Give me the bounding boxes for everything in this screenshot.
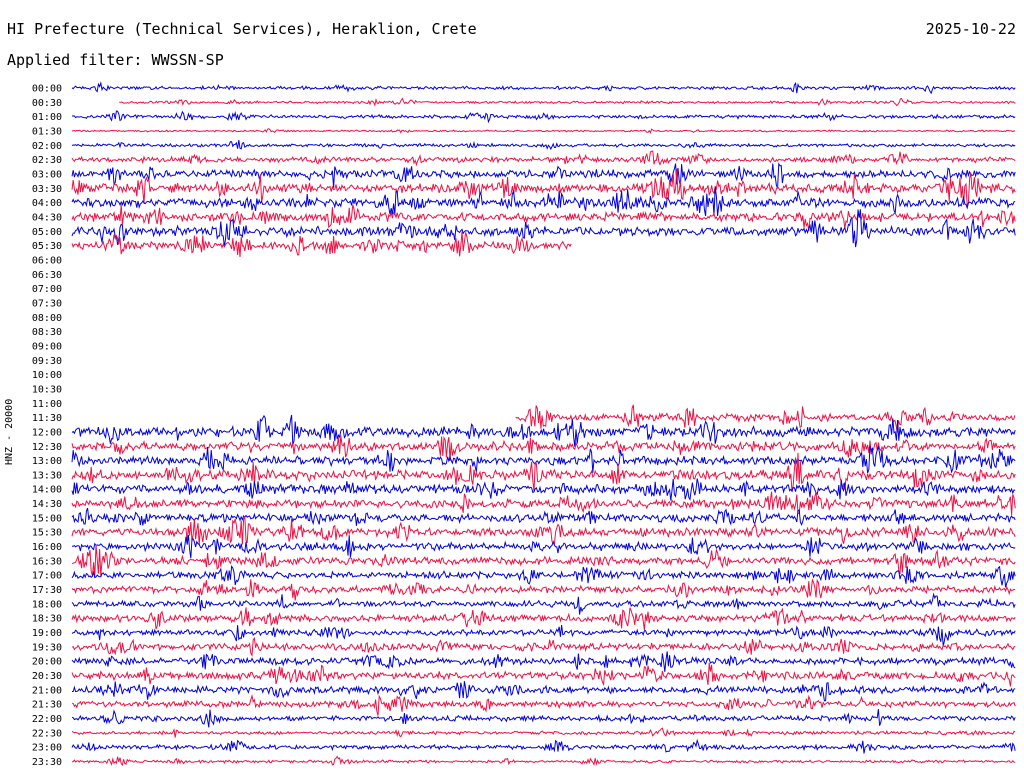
time-label-0030: 00:30 [32,98,62,109]
trace-0100 [71,110,1016,124]
trace-0530 [71,231,572,258]
trace-0000 [71,81,1016,95]
trace-1800 [71,592,1016,615]
time-label-1200: 12:00 [32,427,62,438]
trace-1230 [71,435,1016,461]
time-label-1330: 13:30 [32,470,62,481]
time-label-0530: 05:30 [32,241,62,252]
time-label-2100: 21:00 [32,685,62,696]
time-label-1800: 18:00 [32,599,62,610]
seismogram-traces [71,81,1016,767]
time-label-1430: 14:30 [32,499,62,510]
time-label-0930: 09:30 [32,356,62,367]
time-label-1600: 16:00 [32,542,62,553]
time-label-1230: 12:30 [32,442,62,453]
time-label-1630: 16:30 [32,556,62,567]
time-labels: 00:00 00:30 01:00 01:30 02:00 02:30 03:00 03:30… [32,84,62,769]
time-label-0830: 08:30 [32,327,62,338]
time-label-0430: 04:30 [32,212,62,223]
trace-0300 [71,162,1016,190]
trace-0200 [71,140,1016,151]
trace-1700 [71,565,1016,588]
time-label-0800: 08:00 [32,313,62,324]
time-label-1700: 17:00 [32,571,62,582]
trace-1500 [71,507,1016,527]
time-label-0200: 02:00 [32,141,62,152]
time-label-0400: 04:00 [32,198,62,209]
trace-1330 [71,452,1016,493]
trace-1830 [71,607,1016,630]
time-label-0600: 06:00 [32,255,62,266]
trace-0400 [71,186,1016,217]
trace-2330 [72,755,1016,767]
trace-1400 [71,478,1016,501]
trace-2300 [71,738,1016,754]
time-label-1530: 15:30 [32,528,62,539]
time-label-1930: 19:30 [32,642,62,653]
trace-2230 [71,727,1016,738]
trace-2130 [71,693,1016,716]
trace-0330 [71,168,1016,206]
time-label-0130: 01:30 [32,126,62,137]
time-label-0330: 03:30 [32,184,62,195]
trace-0500 [71,209,1016,248]
trace-1530 [71,515,1016,546]
time-label-1400: 14:00 [32,485,62,496]
time-label-1100: 11:00 [32,399,62,410]
station-title: HI Prefecture (Technical Services), Hera… [7,20,477,38]
time-label-2130: 21:30 [32,700,62,711]
trace-0430 [71,204,1016,232]
time-label-2330: 23:30 [32,757,62,768]
time-label-0300: 03:00 [32,169,62,180]
trace-1900 [71,625,1016,647]
filter-label: Applied filter: WWSSN-SP [7,51,224,69]
time-label-0730: 07:30 [32,298,62,309]
time-label-0900: 09:00 [32,341,62,352]
time-label-2300: 23:00 [32,743,62,754]
time-label-2030: 20:30 [32,671,62,682]
time-label-1000: 10:00 [32,370,62,381]
trace-1300 [71,445,1016,474]
time-label-2200: 22:00 [32,714,62,725]
time-label-0000: 00:00 [32,84,62,95]
time-label-1300: 13:00 [32,456,62,467]
trace-0030 [119,97,1016,107]
record-date: 2025-10-22 [925,20,1016,38]
trace-1430 [71,491,1016,516]
trace-1200 [71,414,1016,447]
time-label-0100: 01:00 [32,112,62,123]
trace-1730 [71,578,1016,601]
time-label-1830: 18:30 [32,614,62,625]
trace-1130 [515,404,1016,433]
time-label-1730: 17:30 [32,585,62,596]
time-label-1130: 11:30 [32,413,62,424]
trace-1930 [71,636,1016,657]
time-label-1500: 15:00 [32,513,62,524]
trace-1630 [71,544,1016,578]
time-label-2230: 22:30 [32,728,62,739]
time-label-1900: 19:00 [32,628,62,639]
trace-2030 [71,662,1016,687]
time-label-0500: 05:00 [32,227,62,238]
time-label-0630: 06:30 [32,270,62,281]
trace-2000 [71,651,1016,672]
trace-2200 [71,709,1016,728]
time-label-0700: 07:00 [32,284,62,295]
trace-0130 [71,128,1016,134]
trace-0230 [71,150,1016,167]
time-label-0230: 02:30 [32,155,62,166]
trace-1600 [71,535,1016,559]
trace-2100 [72,681,1016,702]
time-label-2000: 20:00 [32,657,62,668]
time-label-1030: 10:30 [32,384,62,395]
